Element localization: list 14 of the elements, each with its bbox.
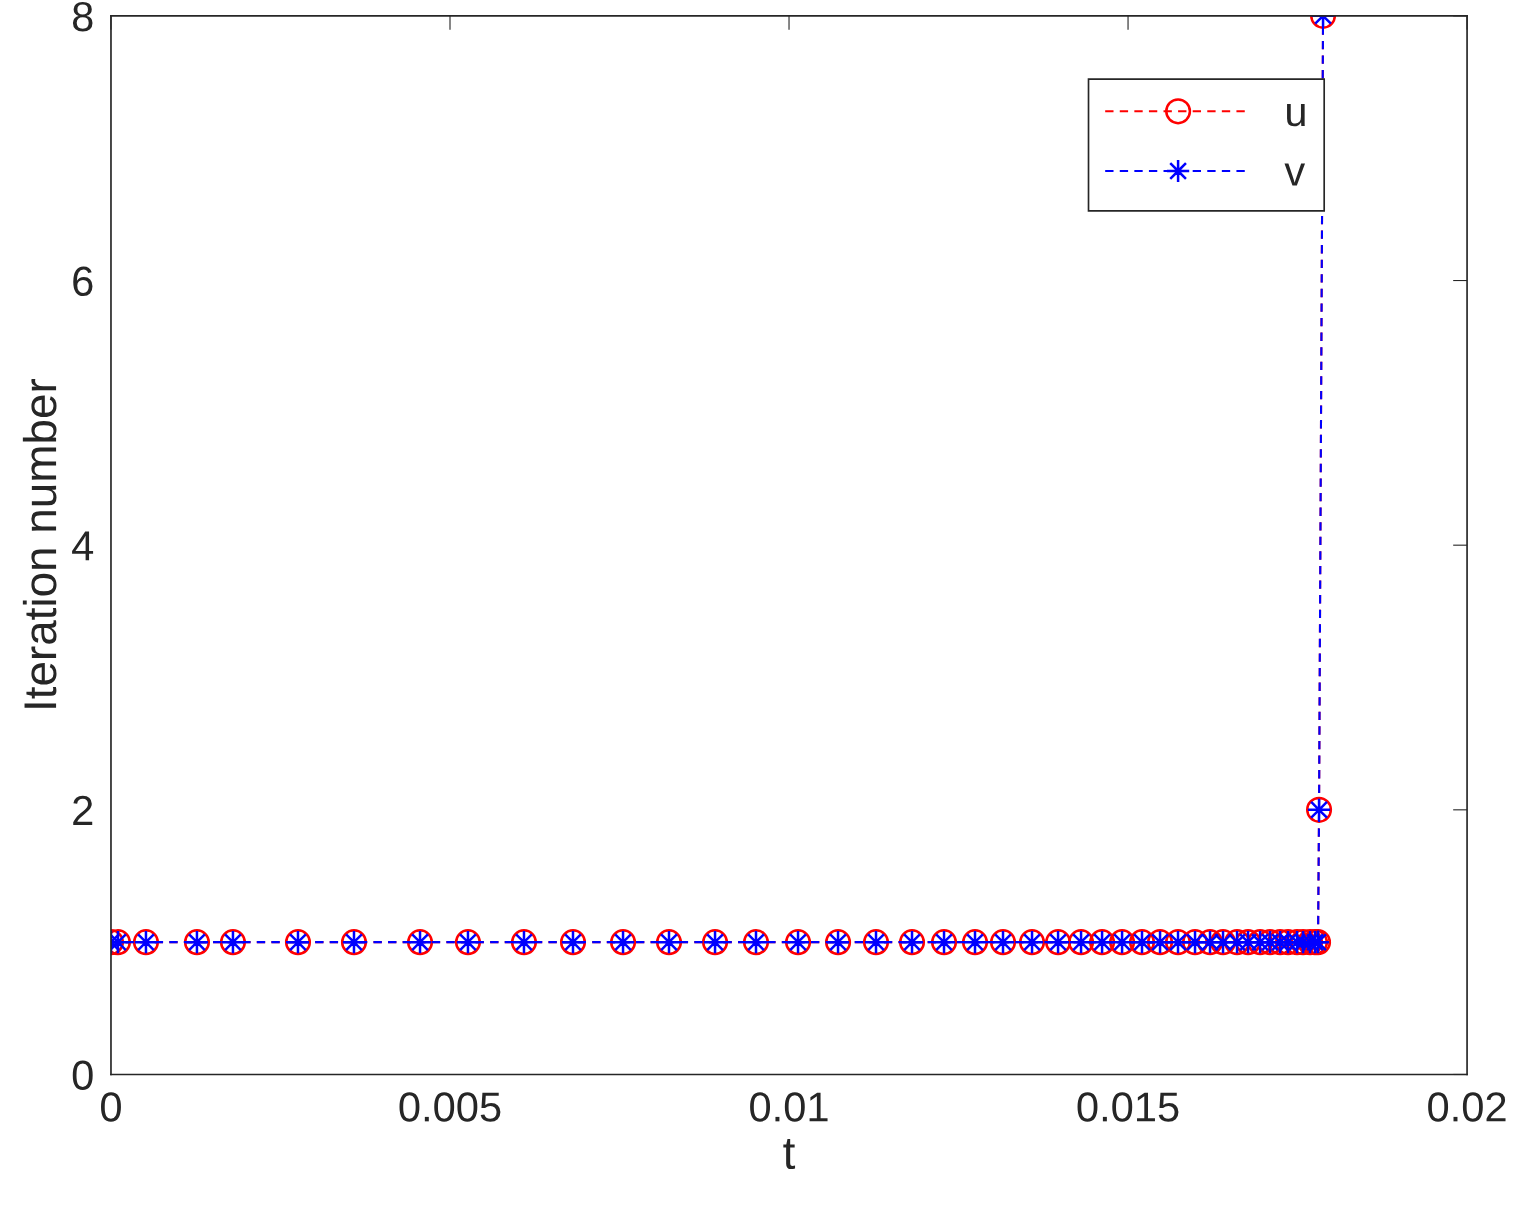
y-tick-label: 6	[73, 266, 93, 297]
y-tick-label: 0	[72, 1060, 93, 1090]
x-tick-label: 0.005	[399, 1092, 501, 1122]
y-tick-label: 4	[72, 531, 94, 561]
legend-label: u	[1287, 103, 1305, 127]
x-tick-label: 0	[101, 1092, 121, 1122]
x-tick-label: 0.015	[1077, 1092, 1179, 1122]
x-tick-label: 0.01	[750, 1092, 828, 1122]
y-axis-title: Iteration number	[22, 379, 57, 708]
x-axis-title: t	[783, 1139, 796, 1170]
y-tick-label: 2	[73, 795, 93, 825]
x-tick-label: 0.02	[1428, 1092, 1506, 1122]
legend-label: v	[1284, 163, 1306, 186]
y-tick-label: 8	[72, 1, 93, 32]
